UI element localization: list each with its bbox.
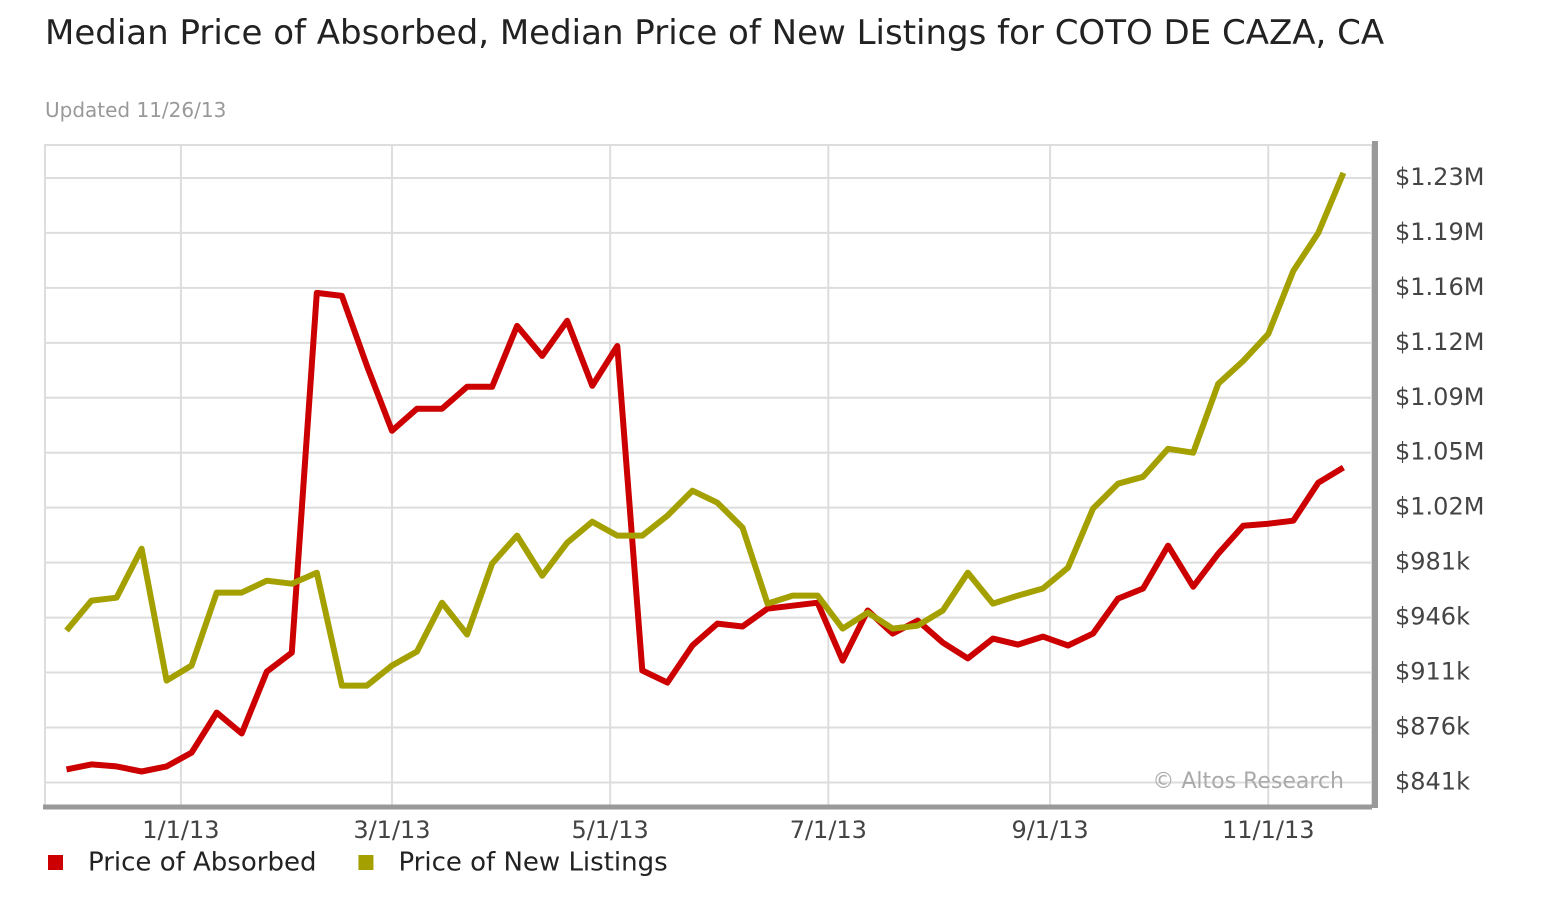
x-tick-label: 9/1/13 xyxy=(1011,816,1088,844)
y-tick-label: $876k xyxy=(1395,712,1470,740)
y-tick-label: $1.09M xyxy=(1395,383,1484,411)
legend-swatch xyxy=(358,855,374,870)
y-tick-label: $841k xyxy=(1395,767,1470,795)
y-tick-label: $946k xyxy=(1395,603,1470,631)
y-tick-label: $1.23M xyxy=(1395,163,1484,191)
watermark: © Altos Research xyxy=(1152,769,1344,794)
series-line xyxy=(64,171,1347,689)
legend-label: Price of Absorbed xyxy=(88,848,316,878)
chart-subtitle: Updated 11/26/13 xyxy=(45,98,227,122)
x-tick-label: 3/1/13 xyxy=(353,816,430,844)
y-tick-label: $1.16M xyxy=(1395,273,1484,301)
x-tick-label: 5/1/13 xyxy=(572,816,649,844)
y-tick-label: $981k xyxy=(1395,548,1470,576)
x-tick-label: 11/1/13 xyxy=(1222,816,1315,844)
legend-swatch xyxy=(48,855,63,870)
x-tick-label: 1/1/13 xyxy=(142,816,219,844)
y-tick-label: $1.05M xyxy=(1395,438,1484,466)
y-tick-label: $1.12M xyxy=(1395,328,1484,356)
y-tick-label: $1.02M xyxy=(1395,493,1484,521)
chart-title: Median Price of Absorbed, Median Price o… xyxy=(45,13,1385,53)
plot-area xyxy=(44,144,1373,807)
y-tick-label: $911k xyxy=(1395,658,1470,686)
legend-label: Price of New Listings xyxy=(398,848,667,878)
y-tick-label: $1.19M xyxy=(1395,218,1484,246)
series-line xyxy=(65,289,1345,775)
x-tick-label: 7/1/13 xyxy=(790,816,867,844)
